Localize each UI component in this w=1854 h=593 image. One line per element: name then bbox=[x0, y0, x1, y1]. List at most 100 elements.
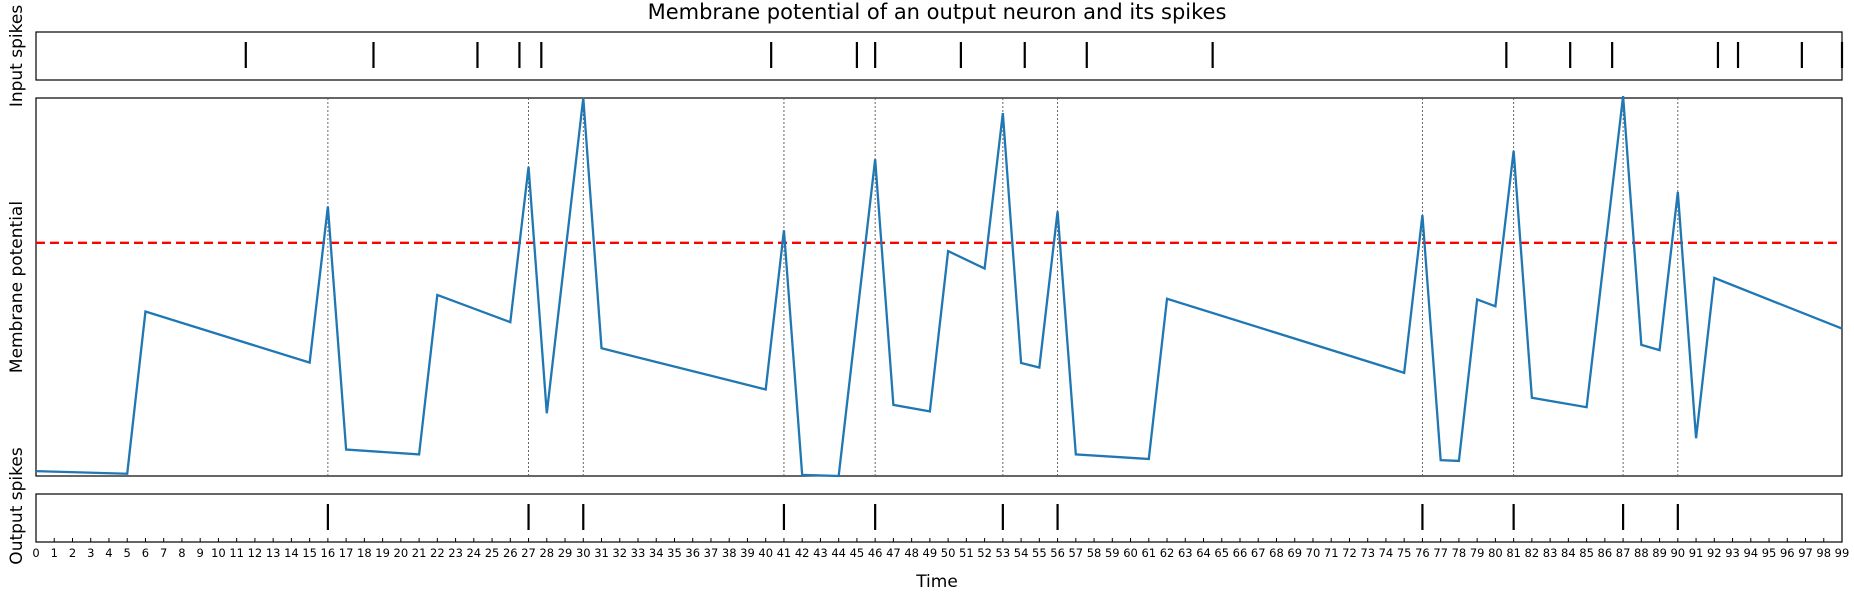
x-tick-label: 26 bbox=[503, 546, 518, 560]
x-tick-label: 24 bbox=[466, 546, 481, 560]
x-tick-label: 69 bbox=[1287, 546, 1302, 560]
input-spike-marks bbox=[244, 42, 1844, 68]
x-tick-label: 40 bbox=[758, 546, 773, 560]
x-tick-label: 23 bbox=[448, 546, 463, 560]
x-tick-label: 87 bbox=[1616, 546, 1631, 560]
x-tick-label: 34 bbox=[649, 546, 664, 560]
x-tick-label: 98 bbox=[1816, 546, 1831, 560]
x-tick-label: 12 bbox=[248, 546, 263, 560]
x-tick-label: 1 bbox=[51, 546, 58, 560]
x-tick-label: 56 bbox=[1050, 546, 1065, 560]
x-tick-label: 35 bbox=[667, 546, 682, 560]
x-tick-label: 65 bbox=[1214, 546, 1229, 560]
output-spike-guides bbox=[327, 98, 1679, 476]
x-tick-label: 3 bbox=[87, 546, 94, 560]
x-tick-label: 36 bbox=[685, 546, 700, 560]
x-tick-label: 72 bbox=[1342, 546, 1357, 560]
x-tick-label: 10 bbox=[211, 546, 226, 560]
x-tick-label: 11 bbox=[229, 546, 244, 560]
x-tick-label: 30 bbox=[576, 546, 591, 560]
x-tick-label: 67 bbox=[1251, 546, 1266, 560]
x-tick-label: 96 bbox=[1780, 546, 1795, 560]
x-tick-label: 76 bbox=[1415, 546, 1430, 560]
x-tick-label: 7 bbox=[160, 546, 167, 560]
x-tick-label: 19 bbox=[375, 546, 390, 560]
x-tick-label: 61 bbox=[1141, 546, 1156, 560]
x-tick-label: 22 bbox=[430, 546, 445, 560]
x-tick-label: 90 bbox=[1670, 546, 1685, 560]
x-tick-label: 89 bbox=[1652, 546, 1667, 560]
x-tick-label: 15 bbox=[302, 546, 317, 560]
x-tick-label: 29 bbox=[558, 546, 573, 560]
x-tick-label: 6 bbox=[142, 546, 149, 560]
x-tick-label: 9 bbox=[197, 546, 204, 560]
x-tick-label: 77 bbox=[1433, 546, 1448, 560]
x-tick-label: 45 bbox=[850, 546, 865, 560]
x-tick-label: 97 bbox=[1798, 546, 1813, 560]
membrane-potential-line bbox=[35, 95, 1843, 478]
x-tick-label: 84 bbox=[1561, 546, 1576, 560]
x-tick-label: 74 bbox=[1379, 546, 1394, 560]
x-tick-label: 51 bbox=[959, 546, 974, 560]
x-tick-label: 91 bbox=[1689, 546, 1704, 560]
membrane-potential-panel bbox=[35, 97, 1843, 477]
x-tick-label: 58 bbox=[1087, 546, 1102, 560]
x-tick-label: 57 bbox=[1068, 546, 1083, 560]
x-tick-label: 86 bbox=[1598, 546, 1613, 560]
x-tick-label: 66 bbox=[1233, 546, 1248, 560]
x-tick-label: 17 bbox=[339, 546, 354, 560]
x-tick-label: 47 bbox=[886, 546, 901, 560]
x-tick-label: 59 bbox=[1105, 546, 1120, 560]
x-tick-label: 94 bbox=[1743, 546, 1758, 560]
chart-title: Membrane potential of an output neuron a… bbox=[648, 0, 1227, 24]
x-axis-ticks: 0 1 2 3 4 5 6 7 8 9 10 11 12 13 14 15 16 17 18 19 20 21 22 23 24… bbox=[32, 538, 1849, 560]
x-tick-label: 64 bbox=[1196, 546, 1211, 560]
x-tick-label: 85 bbox=[1579, 546, 1594, 560]
x-tick-label: 52 bbox=[977, 546, 992, 560]
x-tick-label: 60 bbox=[1123, 546, 1138, 560]
x-tick-label: 28 bbox=[539, 546, 554, 560]
membrane-potential-ylabel: Membrane potential bbox=[7, 201, 27, 373]
x-tick-label: 21 bbox=[412, 546, 427, 560]
x-tick-label: 80 bbox=[1488, 546, 1503, 560]
x-tick-label: 46 bbox=[868, 546, 883, 560]
x-tick-label: 71 bbox=[1324, 546, 1339, 560]
x-tick-label: 43 bbox=[813, 546, 828, 560]
x-tick-label: 18 bbox=[357, 546, 372, 560]
x-tick-label: 75 bbox=[1397, 546, 1412, 560]
x-tick-label: 81 bbox=[1506, 546, 1521, 560]
x-tick-label: 14 bbox=[284, 546, 299, 560]
x-tick-label: 99 bbox=[1835, 546, 1850, 560]
x-tick-label: 41 bbox=[777, 546, 792, 560]
x-tick-label: 32 bbox=[612, 546, 627, 560]
x-tick-label: 13 bbox=[266, 546, 281, 560]
x-tick-label: 83 bbox=[1543, 546, 1558, 560]
input-spikes-ylabel: Input spikes bbox=[7, 5, 27, 107]
x-tick-label: 33 bbox=[631, 546, 646, 560]
x-tick-label: 50 bbox=[941, 546, 956, 560]
x-tick-label: 44 bbox=[831, 546, 846, 560]
x-tick-label: 4 bbox=[105, 546, 112, 560]
x-tick-label: 42 bbox=[795, 546, 810, 560]
x-tick-label: 48 bbox=[904, 546, 919, 560]
x-tick-label: 95 bbox=[1762, 546, 1777, 560]
x-tick-label: 82 bbox=[1525, 546, 1540, 560]
output-spikes-ylabel: Output spikes bbox=[7, 447, 27, 565]
x-tick-label: 78 bbox=[1452, 546, 1467, 560]
x-tick-label: 53 bbox=[996, 546, 1011, 560]
x-tick-label: 88 bbox=[1634, 546, 1649, 560]
x-tick-label: 55 bbox=[1032, 546, 1047, 560]
x-axis-label: Time bbox=[915, 572, 958, 592]
x-tick-label: 93 bbox=[1725, 546, 1740, 560]
x-tick-label: 38 bbox=[722, 546, 737, 560]
x-tick-label: 68 bbox=[1269, 546, 1284, 560]
x-tick-label: 31 bbox=[594, 546, 609, 560]
x-tick-label: 0 bbox=[32, 546, 39, 560]
x-tick-label: 79 bbox=[1470, 546, 1485, 560]
x-tick-label: 20 bbox=[394, 546, 409, 560]
x-tick-label: 8 bbox=[178, 546, 185, 560]
x-tick-label: 27 bbox=[521, 546, 536, 560]
x-tick-label: 73 bbox=[1360, 546, 1375, 560]
